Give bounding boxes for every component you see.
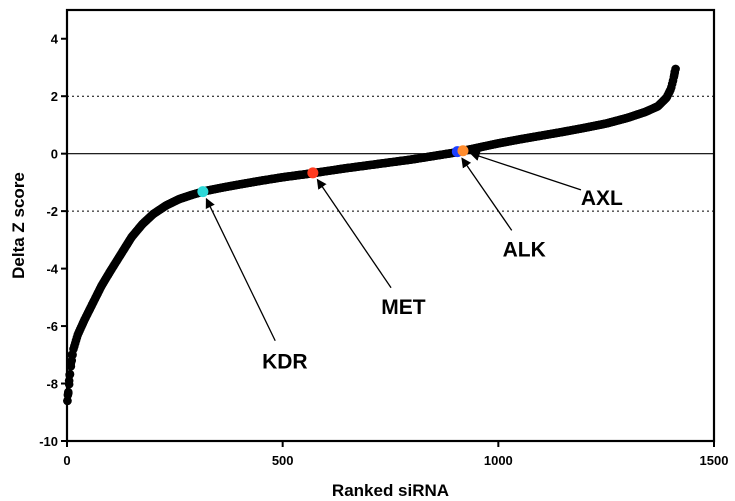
y-tick-label: 4 — [51, 32, 59, 47]
x-tick-label: 1000 — [484, 453, 513, 468]
highlight-point-kdr — [197, 186, 209, 198]
highlighted-points — [197, 145, 469, 198]
y-tick-label: -4 — [46, 262, 58, 277]
y-tick-label: -8 — [46, 377, 58, 392]
annotation-label-axl: AXL — [581, 187, 623, 210]
reference-lines — [67, 95, 714, 212]
annotation-arrow-axl — [469, 151, 582, 191]
plot-frame — [65, 8, 716, 443]
y-tick-label: -6 — [46, 319, 58, 334]
annotation-label-met: MET — [381, 296, 426, 319]
annotation-label-kdr: KDR — [262, 351, 308, 374]
x-tick-label: 500 — [272, 453, 294, 468]
data-point — [67, 350, 77, 360]
highlight-point-met — [307, 167, 319, 179]
annotations: KDR MET ALK AXL — [205, 151, 623, 374]
data-point — [671, 64, 680, 74]
y-tick-label: -2 — [46, 204, 58, 219]
y-tick-label: 2 — [51, 89, 58, 104]
x-tick-label: 0 — [63, 453, 70, 468]
axes: -10 -8 -6 -4 -2 0 2 4 0 500 1000 1500 — [39, 8, 729, 468]
y-tick-label: 0 — [51, 147, 58, 162]
data-points — [63, 64, 680, 406]
annotation-arrow-alk — [461, 157, 513, 231]
y-tick-label: -10 — [39, 434, 58, 449]
annotation-arrow-met — [316, 178, 392, 289]
data-point — [66, 359, 76, 368]
annotation-label-alk: ALK — [503, 238, 546, 261]
data-point — [63, 387, 73, 397]
x-axis-title: Ranked siRNA — [332, 481, 449, 500]
highlight-point-axl — [457, 145, 469, 157]
y-axis-title: Delta Z score — [9, 172, 28, 279]
x-tick-label: 1500 — [700, 453, 729, 468]
annotation-arrow-kdr — [205, 197, 276, 342]
